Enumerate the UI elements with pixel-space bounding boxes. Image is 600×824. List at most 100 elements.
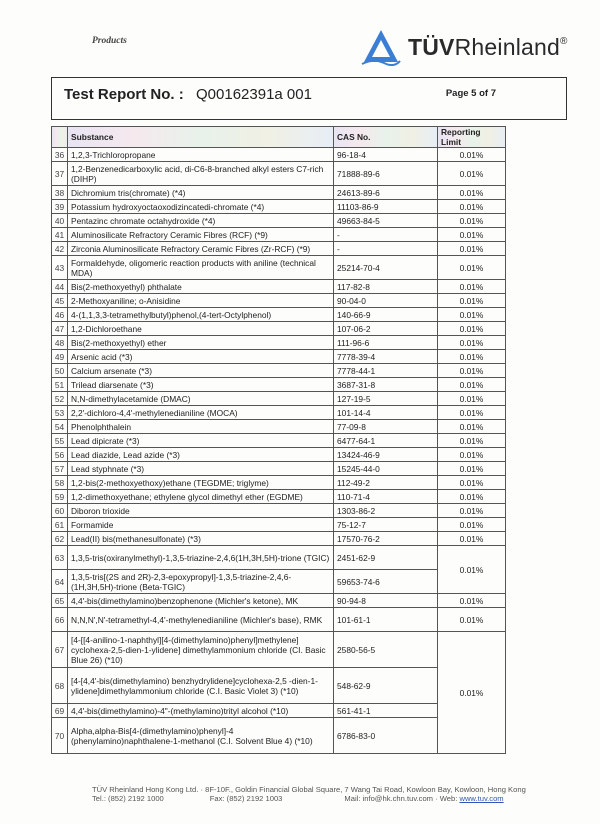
table-row: 59 1,2-dimethoxyethane; ethylene glycol d… (51, 489, 506, 504)
row-number: 46 (51, 307, 68, 322)
row-number: 55 (51, 433, 68, 448)
cas-number: - (333, 227, 438, 242)
reporting-limit: 0.01% (437, 377, 506, 392)
substance-name: 1,2-dimethoxyethane; ethylene glycol dim… (67, 489, 334, 504)
table-row: 69 4,4'-bis(dimethylamino)-4"-(methylamin… (51, 703, 506, 718)
substance-name: 1,2-Benzenedicarboxylic acid, di-C6-8-br… (67, 161, 334, 186)
row-number: 66 (51, 607, 68, 632)
row-number: 53 (51, 405, 68, 420)
column-header-substance: Substance (67, 126, 334, 148)
reporting-limit: 0.01% (437, 447, 506, 462)
reporting-limit: 0.01% (437, 475, 506, 490)
row-number: 37 (51, 161, 68, 186)
table-row: 44 Bis(2-methoxyethyl) phthalate 117-82-8 0… (51, 279, 506, 294)
triangle-logo-icon (361, 30, 401, 66)
row-number: 67 (51, 631, 68, 668)
table-row: 57 Lead styphnate (*3) 15245-44-0 0.01% (51, 461, 506, 476)
substance-name: 4,4'-bis(dimethylamino)-4"-(methylamino)… (67, 703, 334, 718)
footer-web-link[interactable]: www.tuv.com (459, 794, 504, 803)
table-header-row: Substance CAS No. Reporting Limit (51, 126, 506, 148)
reporting-limit: 0.01% (437, 517, 506, 532)
table-row: 36 1,2,3-Trichloropropane 96-18-4 0.01% (51, 147, 506, 162)
reporting-limit: 0.01% (437, 213, 506, 228)
row-number: 41 (51, 227, 68, 242)
row-number: 61 (51, 517, 68, 532)
cas-number: 11103-86-9 (333, 199, 438, 214)
substance-name: 2-Methoxyaniline; o-Anisidine (67, 293, 334, 308)
substance-name: Bis(2-methoxyethyl) phthalate (67, 279, 334, 294)
table-row: 60 Diboron trioxide 1303-86-2 0.01% (51, 503, 506, 518)
reporting-limit: 0.01% (437, 255, 506, 280)
report-header-box: Test Report No. : Q00162391a 001 Page 5 … (51, 77, 567, 120)
cas-number: 110-71-4 (333, 489, 438, 504)
cas-number: 561-41-1 (333, 703, 438, 718)
cas-number: 101-14-4 (333, 405, 438, 420)
reporting-limit: 0.01% (437, 631, 506, 754)
substance-name: Trilead diarsenate (*3) (67, 377, 334, 392)
reporting-limit: 0.01% (437, 335, 506, 350)
row-number: 57 (51, 461, 68, 476)
cas-number: 59653-74-6 (333, 569, 438, 594)
cas-number: 77-09-8 (333, 419, 438, 434)
table-row: 41 Aluminosilicate Refractory Ceramic Fib… (51, 227, 506, 242)
reporting-limit: 0.01% (437, 391, 506, 406)
tuv-rheinland-logo: TÜVRheinland® (360, 28, 568, 66)
report-number: Q00162391a 001 (196, 86, 312, 103)
substance-name: 1,2-Dichloroethane (67, 321, 334, 336)
reporting-limit: 0.01% (437, 503, 506, 518)
table-row: 55 Lead dipicrate (*3) 6477-64-1 0.01% (51, 433, 506, 448)
table-row: 56 Lead diazide, Lead azide (*3) 13424-46-… (51, 447, 506, 462)
row-number: 56 (51, 447, 68, 462)
cas-number: 7778-44-1 (333, 363, 438, 378)
substance-name: [4-[4,4'-bis(dimethylamino) benzhydrylid… (67, 667, 334, 704)
reporting-limit: 0.01% (437, 593, 506, 608)
reporting-limit: 0.01% (437, 433, 506, 448)
footer: TÜV Rheinland Hong Kong Ltd. · 8F-10F., … (92, 785, 526, 803)
section-label: Products (92, 36, 127, 46)
substance-name: Lead diazide, Lead azide (*3) (67, 447, 334, 462)
footer-mail: Mail: info@hk.chn.tuv.com · Web: (344, 794, 458, 803)
column-header-limit: Reporting Limit (437, 126, 506, 148)
table-row: 66 N,N,N',N'-tetramethyl-4,4'-methylenedi… (51, 607, 506, 632)
reporting-limit: 0.01% (437, 307, 506, 322)
substance-name: Formaldehyde, oligomeric reaction produc… (67, 255, 334, 280)
row-number: 40 (51, 213, 68, 228)
table-row: 70 Alpha,alpha-Bis[4-(dimethylamino)pheny… (51, 717, 506, 754)
cas-number: 6477-64-1 (333, 433, 438, 448)
table-row: 67 [4-[[4-anilino-1-naphthyl][4-(dimethyl… (51, 631, 506, 754)
substance-name: N,N-dimethylacetamide (DMAC) (67, 391, 334, 406)
table-row: 42 Zirconia Aluminosilicate Refractory Ce… (51, 241, 506, 256)
table-row: 47 1,2-Dichloroethane 107-06-2 0.01% (51, 321, 506, 336)
substance-name: Zirconia Aluminosilicate Refractory Cera… (67, 241, 334, 256)
row-number: 60 (51, 503, 68, 518)
row-number: 70 (51, 717, 68, 754)
cas-number: 2580-56-5 (333, 631, 438, 668)
cas-number: - (333, 241, 438, 256)
substance-table: Substance CAS No. Reporting Limit 36 1,2,… (51, 126, 506, 754)
substance-name: 4,4'-bis(dimethylamino)benzophenone (Mic… (67, 593, 334, 608)
table-row: 45 2-Methoxyaniline; o-Anisidine 90-04-0 0.… (51, 293, 506, 308)
cas-number: 90-94-8 (333, 593, 438, 608)
cas-number: 90-04-0 (333, 293, 438, 308)
substance-name: Formamide (67, 517, 334, 532)
reporting-limit: 0.01% (437, 147, 506, 162)
reporting-limit: 0.01% (437, 545, 506, 594)
cas-number: 15245-44-0 (333, 461, 438, 476)
reporting-limit: 0.01% (437, 279, 506, 294)
cas-number: 3687-31-8 (333, 377, 438, 392)
cas-number: 71888-89-6 (333, 161, 438, 186)
table-row: 39 Potassium hydroxyoctaoxodizincatedi-ch… (51, 199, 506, 214)
substance-name: Calcium arsenate (*3) (67, 363, 334, 378)
cas-number: 111-96-6 (333, 335, 438, 350)
row-number: 58 (51, 475, 68, 490)
cas-number: 49663-84-5 (333, 213, 438, 228)
cas-number: 127-19-5 (333, 391, 438, 406)
table-row: 37 1,2-Benzenedicarboxylic acid, di-C6-8-… (51, 161, 506, 186)
row-number: 65 (51, 593, 68, 608)
substance-name: 2,2'-dichloro-4,4'-methylenedianiline (M… (67, 405, 334, 420)
substance-name: Dichromium tris(chromate) (*4) (67, 185, 334, 200)
row-number: 59 (51, 489, 68, 504)
substance-name: 1,3,5-tris[(2S and 2R)-2,3-epoxypropyl]-… (67, 569, 334, 594)
reporting-limit: 0.01% (437, 531, 506, 546)
reporting-limit: 0.01% (437, 293, 506, 308)
